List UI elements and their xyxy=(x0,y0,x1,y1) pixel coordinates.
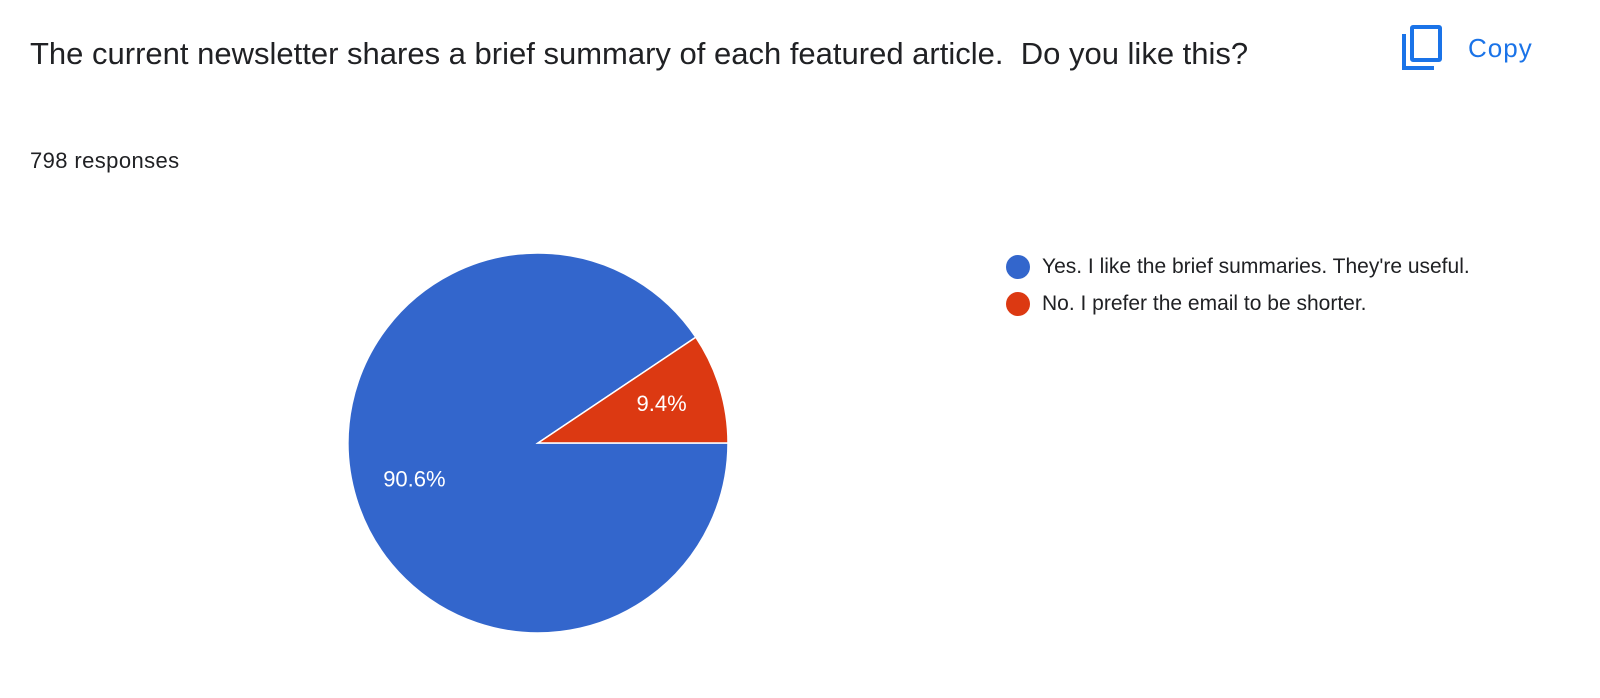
copy-icon xyxy=(1402,25,1442,70)
slice-label: 9.4% xyxy=(637,391,687,416)
legend-item: Yes. I like the brief summaries. They're… xyxy=(1006,250,1486,283)
copy-label[interactable]: Copy xyxy=(1468,32,1533,63)
copy-button[interactable]: Copy xyxy=(1400,24,1533,72)
pie-slice xyxy=(535,336,729,444)
slice-label: 90.6% xyxy=(383,466,445,491)
legend-item: No. I prefer the email to be shorter. xyxy=(1006,287,1486,320)
legend-swatch xyxy=(1006,255,1030,279)
legend-label: No. I prefer the email to be shorter. xyxy=(1042,292,1367,315)
legend: Yes. I like the brief summaries. They're… xyxy=(1006,250,1486,324)
response-count: 798 responses xyxy=(30,148,180,173)
legend-swatch xyxy=(1006,292,1030,316)
chart-title: The current newsletter shares a brief su… xyxy=(30,36,1249,71)
legend-label: Yes. I like the brief summaries. They're… xyxy=(1042,255,1470,278)
